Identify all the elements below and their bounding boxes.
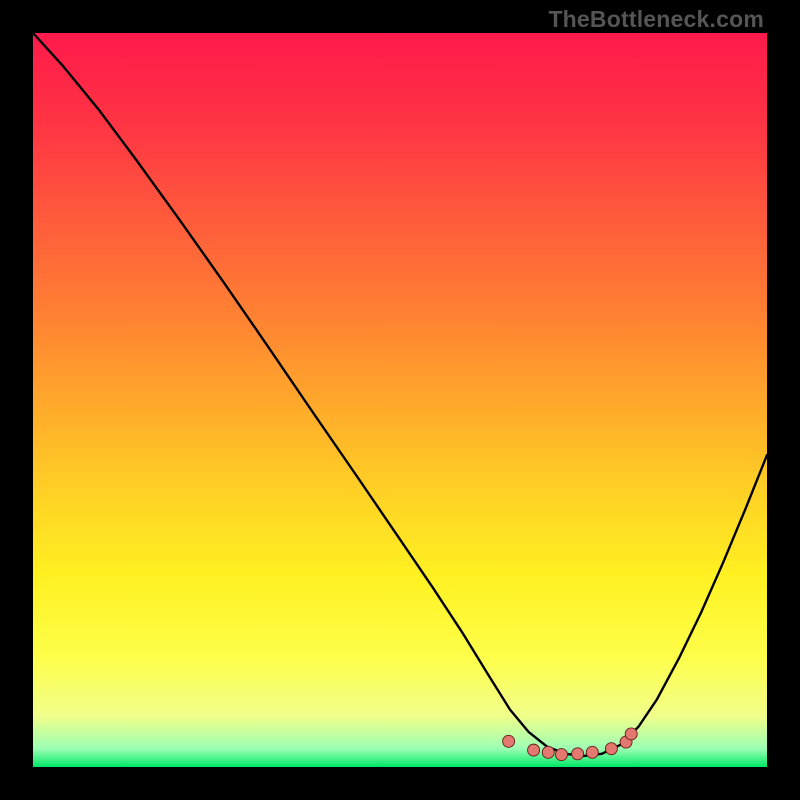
curve-marker xyxy=(586,746,598,758)
watermark-label: TheBottleneck.com xyxy=(548,6,764,33)
chart-curve-layer xyxy=(33,33,767,767)
curve-marker xyxy=(542,746,554,758)
curve-marker xyxy=(625,728,637,740)
curve-marker xyxy=(528,744,540,756)
curve-marker xyxy=(605,743,617,755)
plot-area xyxy=(33,33,767,767)
chart-container: TheBottleneck.com xyxy=(0,0,800,800)
curve-marker xyxy=(555,749,567,761)
curve-markers xyxy=(503,728,638,761)
bottleneck-curve xyxy=(33,33,767,756)
curve-marker xyxy=(572,748,584,760)
curve-marker xyxy=(503,735,515,747)
